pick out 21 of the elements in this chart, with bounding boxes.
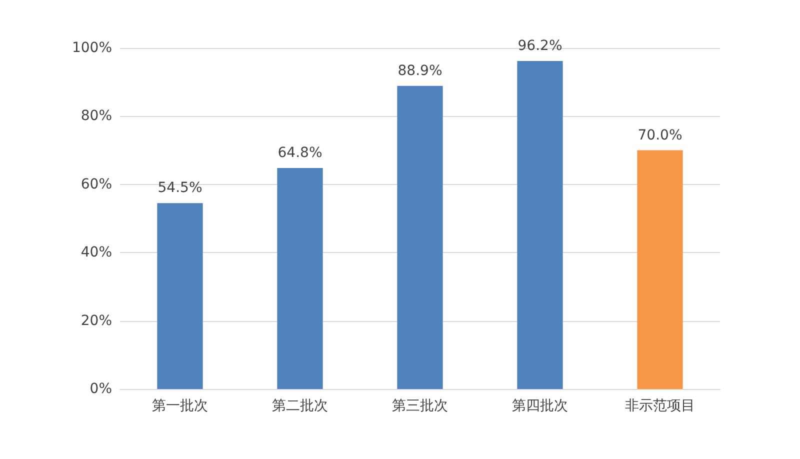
bar (157, 203, 203, 389)
bar (397, 86, 443, 389)
y-tick-label: 60% (80, 176, 112, 192)
x-tick-label: 非示范项目 (625, 398, 695, 414)
x-tick-label: 第三批次 (392, 398, 448, 414)
data-label: 96.2% (518, 38, 562, 54)
bar (277, 168, 323, 389)
y-tick-label: 100% (72, 40, 112, 56)
bar (517, 60, 563, 389)
bar (637, 150, 683, 389)
x-tick-label: 第一批次 (152, 398, 208, 414)
y-tick-label: 80% (80, 108, 112, 124)
x-tick-label: 第四批次 (512, 398, 568, 414)
data-label: 88.9% (398, 62, 442, 79)
y-tick-label: 40% (80, 244, 112, 261)
data-label: 54.5% (158, 180, 202, 196)
data-label: 64.8% (278, 145, 322, 162)
data-label: 70.0% (638, 127, 682, 144)
x-tick-label: 第二批次 (272, 398, 328, 414)
y-tick-label: 20% (80, 312, 112, 329)
y-tick-label: 0% (90, 381, 112, 397)
